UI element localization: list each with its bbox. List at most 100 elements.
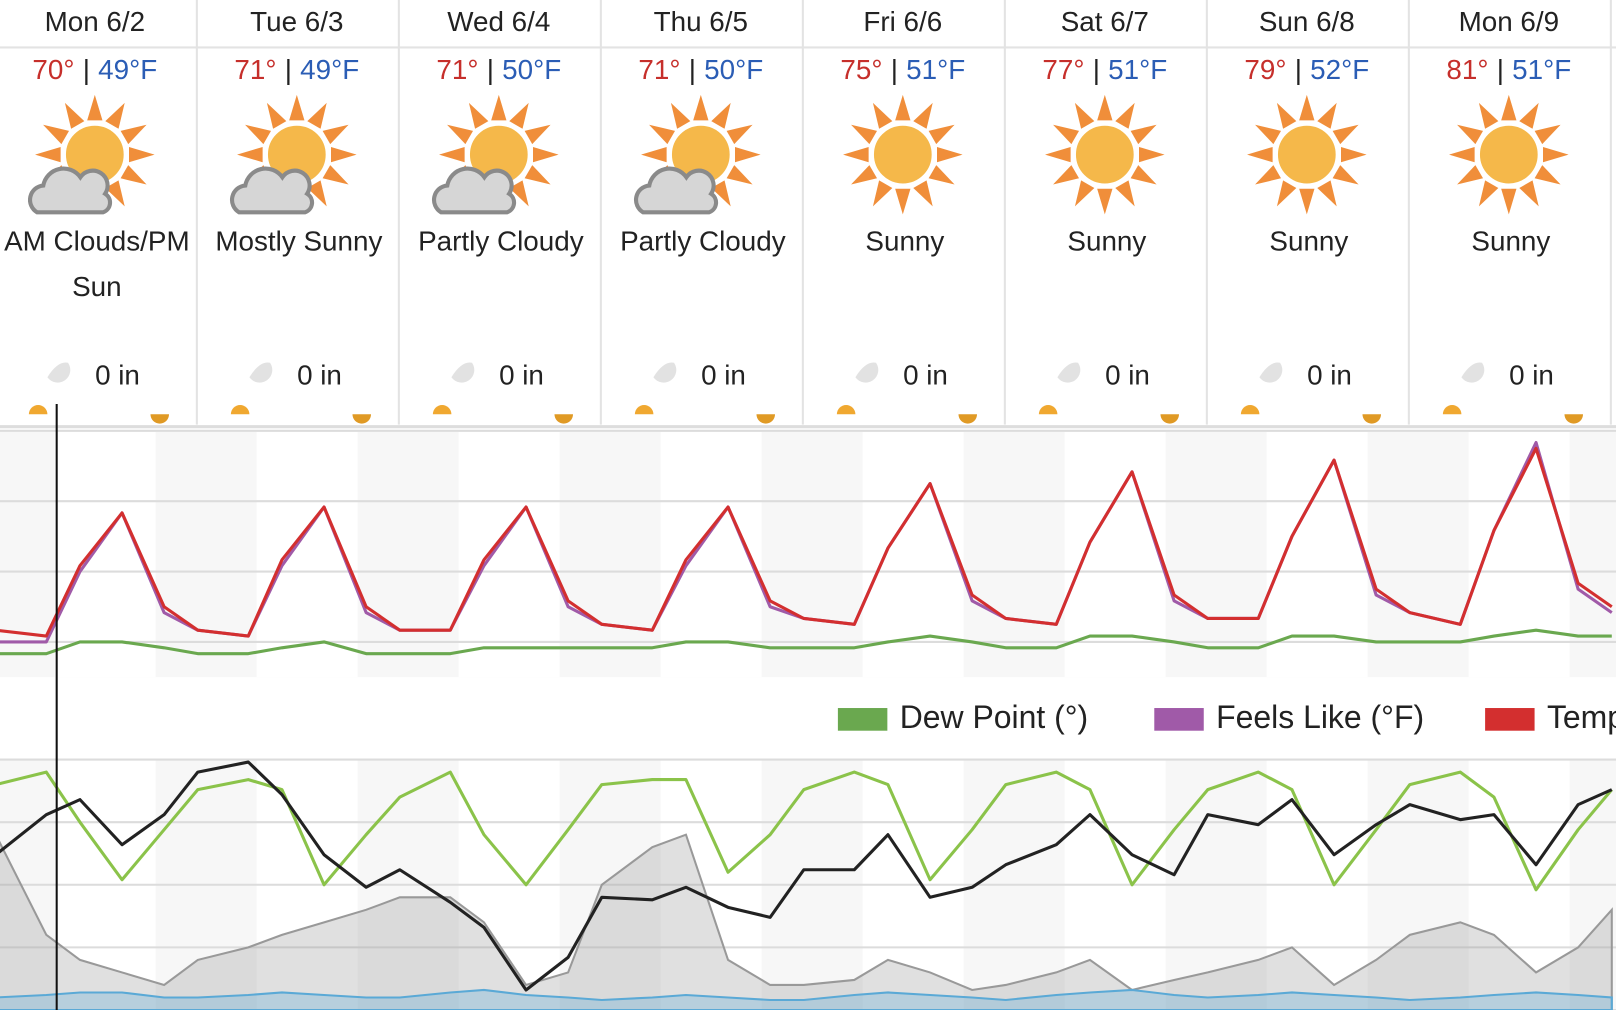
sun-ray — [851, 124, 878, 145]
sun-ray — [1097, 188, 1113, 215]
sun-ray — [1053, 165, 1080, 185]
day-label: Sun 6/8 — [1259, 6, 1355, 37]
sun-ray — [120, 165, 147, 185]
condition-box: Sunny — [1269, 226, 1348, 257]
precip: 0 in — [1509, 360, 1554, 391]
sun-ray — [266, 102, 287, 129]
sun-ray — [1255, 124, 1282, 145]
sunrise — [432, 405, 452, 415]
temps: 75° | 51°F — [840, 54, 965, 85]
day-band — [256, 430, 358, 678]
low-temp: 52°F — [1310, 54, 1369, 85]
low-temp: 51°F — [906, 54, 965, 85]
sun-ray — [670, 102, 691, 129]
sun-ray — [1457, 124, 1484, 145]
sun-ray — [307, 180, 327, 207]
sun-ray — [1457, 165, 1484, 185]
day-label: Mon 6/2 — [45, 6, 146, 37]
high-temp: 79° — [1244, 54, 1286, 85]
legend-swatch — [1485, 708, 1535, 731]
sun-ray — [35, 146, 61, 163]
sun-ray — [120, 124, 147, 145]
sunrise — [1038, 405, 1058, 415]
sun-ray — [1276, 180, 1297, 207]
sunset — [554, 414, 574, 424]
sun-ray — [872, 102, 893, 129]
day-label: Sat 6/7 — [1061, 6, 1149, 37]
condition: Sunny — [1067, 225, 1147, 257]
sun-disc — [869, 121, 936, 188]
sun-ray — [735, 146, 761, 163]
high-temp: 81° — [1446, 54, 1488, 85]
sun-ray — [1299, 188, 1315, 215]
sun-ray — [1317, 102, 1337, 129]
day-band — [862, 430, 964, 678]
sun-ray — [895, 94, 911, 121]
sunset — [1362, 414, 1382, 424]
sun-ray — [1478, 180, 1499, 207]
sun-ray — [105, 180, 125, 207]
precip-icon — [855, 362, 879, 383]
sun-disc — [1475, 121, 1542, 188]
precip: 0 in — [903, 360, 948, 391]
condition-box: AM Clouds/PM Sun — [4, 226, 190, 302]
legend-swatch — [1154, 708, 1204, 731]
sun-ray — [509, 102, 529, 129]
day-band — [660, 430, 762, 678]
day-label: Fri 6/6 — [863, 6, 942, 37]
sun-ray — [322, 124, 349, 145]
precip-icon — [1259, 362, 1283, 383]
cloud — [229, 166, 315, 215]
precip: 0 in — [1307, 360, 1352, 391]
sunrise — [836, 405, 856, 415]
precip: 0 in — [297, 360, 342, 391]
sun-ray — [468, 102, 489, 129]
sun-ray — [693, 94, 709, 121]
sun-ray — [726, 124, 753, 145]
condition-box: Sunny — [1067, 225, 1147, 257]
area — [0, 833, 1613, 1010]
sun-ray — [1332, 124, 1359, 145]
legend-label: Temperature (°F) — [1547, 699, 1616, 735]
sun-ray — [1053, 124, 1080, 145]
legend-swatch — [837, 708, 888, 731]
sun-ray — [1332, 165, 1359, 185]
sun-ray — [1276, 102, 1297, 129]
low-temp: 50°F — [502, 54, 561, 85]
sun-ray — [1317, 180, 1337, 207]
day-label: Tue 6/3 — [250, 6, 343, 37]
sun-ray — [533, 146, 559, 163]
temps: 77° | 51°F — [1042, 54, 1167, 85]
sun-ray — [509, 180, 529, 207]
low-temp: 51°F — [1108, 54, 1167, 85]
day-band — [458, 430, 560, 678]
high-temp: 75° — [840, 54, 882, 85]
condition-box: Sunny — [865, 225, 945, 257]
sun-ray — [872, 180, 893, 207]
sun-ray — [87, 94, 103, 121]
legend-label: Feels Like (°F) — [1216, 699, 1424, 735]
sun-ray — [649, 124, 676, 145]
line — [0, 770, 1613, 892]
condition: Sunny — [865, 225, 945, 257]
sun-ray — [491, 94, 507, 121]
day-label: Mon 6/9 — [1459, 6, 1560, 37]
sun-ray — [1341, 146, 1367, 163]
sun-ray — [928, 165, 955, 185]
sun-ray — [439, 146, 465, 163]
cloud — [431, 166, 517, 215]
high-temp: 70° — [32, 54, 74, 85]
sun-ray — [1247, 146, 1273, 163]
sun-ray — [289, 94, 305, 121]
sun-ray — [1130, 165, 1157, 185]
precip: 0 in — [701, 360, 746, 391]
condition: Sunny — [1471, 225, 1551, 257]
sunrise — [28, 405, 48, 415]
low-temp: 51°F — [1512, 54, 1571, 85]
sunrise — [230, 405, 250, 415]
precip-icon — [249, 362, 273, 383]
sun-ray — [1501, 94, 1517, 121]
separator: | — [487, 54, 494, 85]
separator: | — [1093, 54, 1100, 85]
